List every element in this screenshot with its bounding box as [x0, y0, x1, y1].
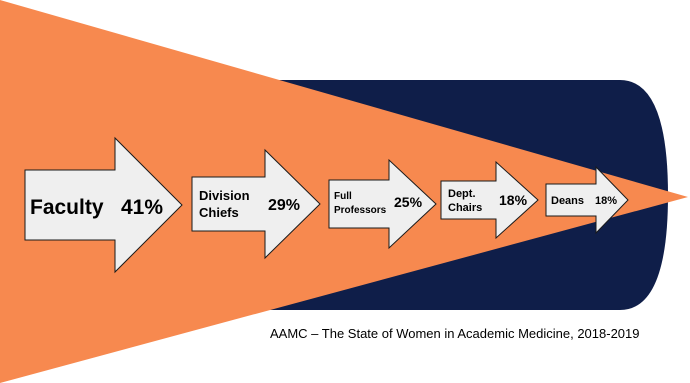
- arrow-division-chiefs: Division Chiefs 29%: [191, 148, 321, 260]
- arrow-full-professors-shape: [328, 158, 437, 250]
- arrow-dept-chairs-label-line1: Dept.: [448, 188, 476, 200]
- arrow-division-chiefs-shape: [191, 148, 321, 260]
- arrow-deans-label: Deans: [551, 195, 584, 207]
- arrow-dept-chairs-shape: [440, 160, 539, 240]
- arrow-division-chiefs-value: 29%: [268, 197, 300, 214]
- arrow-deans: Deans 18%: [545, 165, 629, 235]
- arrow-full-professors-label-line2: Professors: [334, 205, 387, 216]
- arrow-division-chiefs-label-line1: Division: [199, 188, 250, 203]
- arrow-faculty-label: Faculty: [30, 196, 104, 219]
- arrow-full-professors-value: 25%: [394, 194, 423, 210]
- arrow-dept-chairs-label-line2: Chairs: [448, 202, 482, 214]
- source-citation: AAMC – The State of Women in Academic Me…: [270, 326, 640, 341]
- arrow-dept-chairs: Dept. Chairs 18%: [440, 160, 539, 240]
- arrow-dept-chairs-value: 18%: [499, 192, 528, 208]
- arrow-faculty: Faculty 41%: [24, 136, 183, 274]
- arrow-deans-shape: [545, 165, 629, 235]
- arrow-deans-value: 18%: [595, 195, 617, 207]
- arrow-faculty-value: 41%: [121, 196, 163, 219]
- arrow-full-professors: Full Professors 25%: [328, 158, 437, 250]
- arrow-faculty-shape: [24, 136, 183, 274]
- arrow-full-professors-label-line1: Full: [334, 191, 352, 202]
- arrow-division-chiefs-label-line2: Chiefs: [199, 205, 239, 220]
